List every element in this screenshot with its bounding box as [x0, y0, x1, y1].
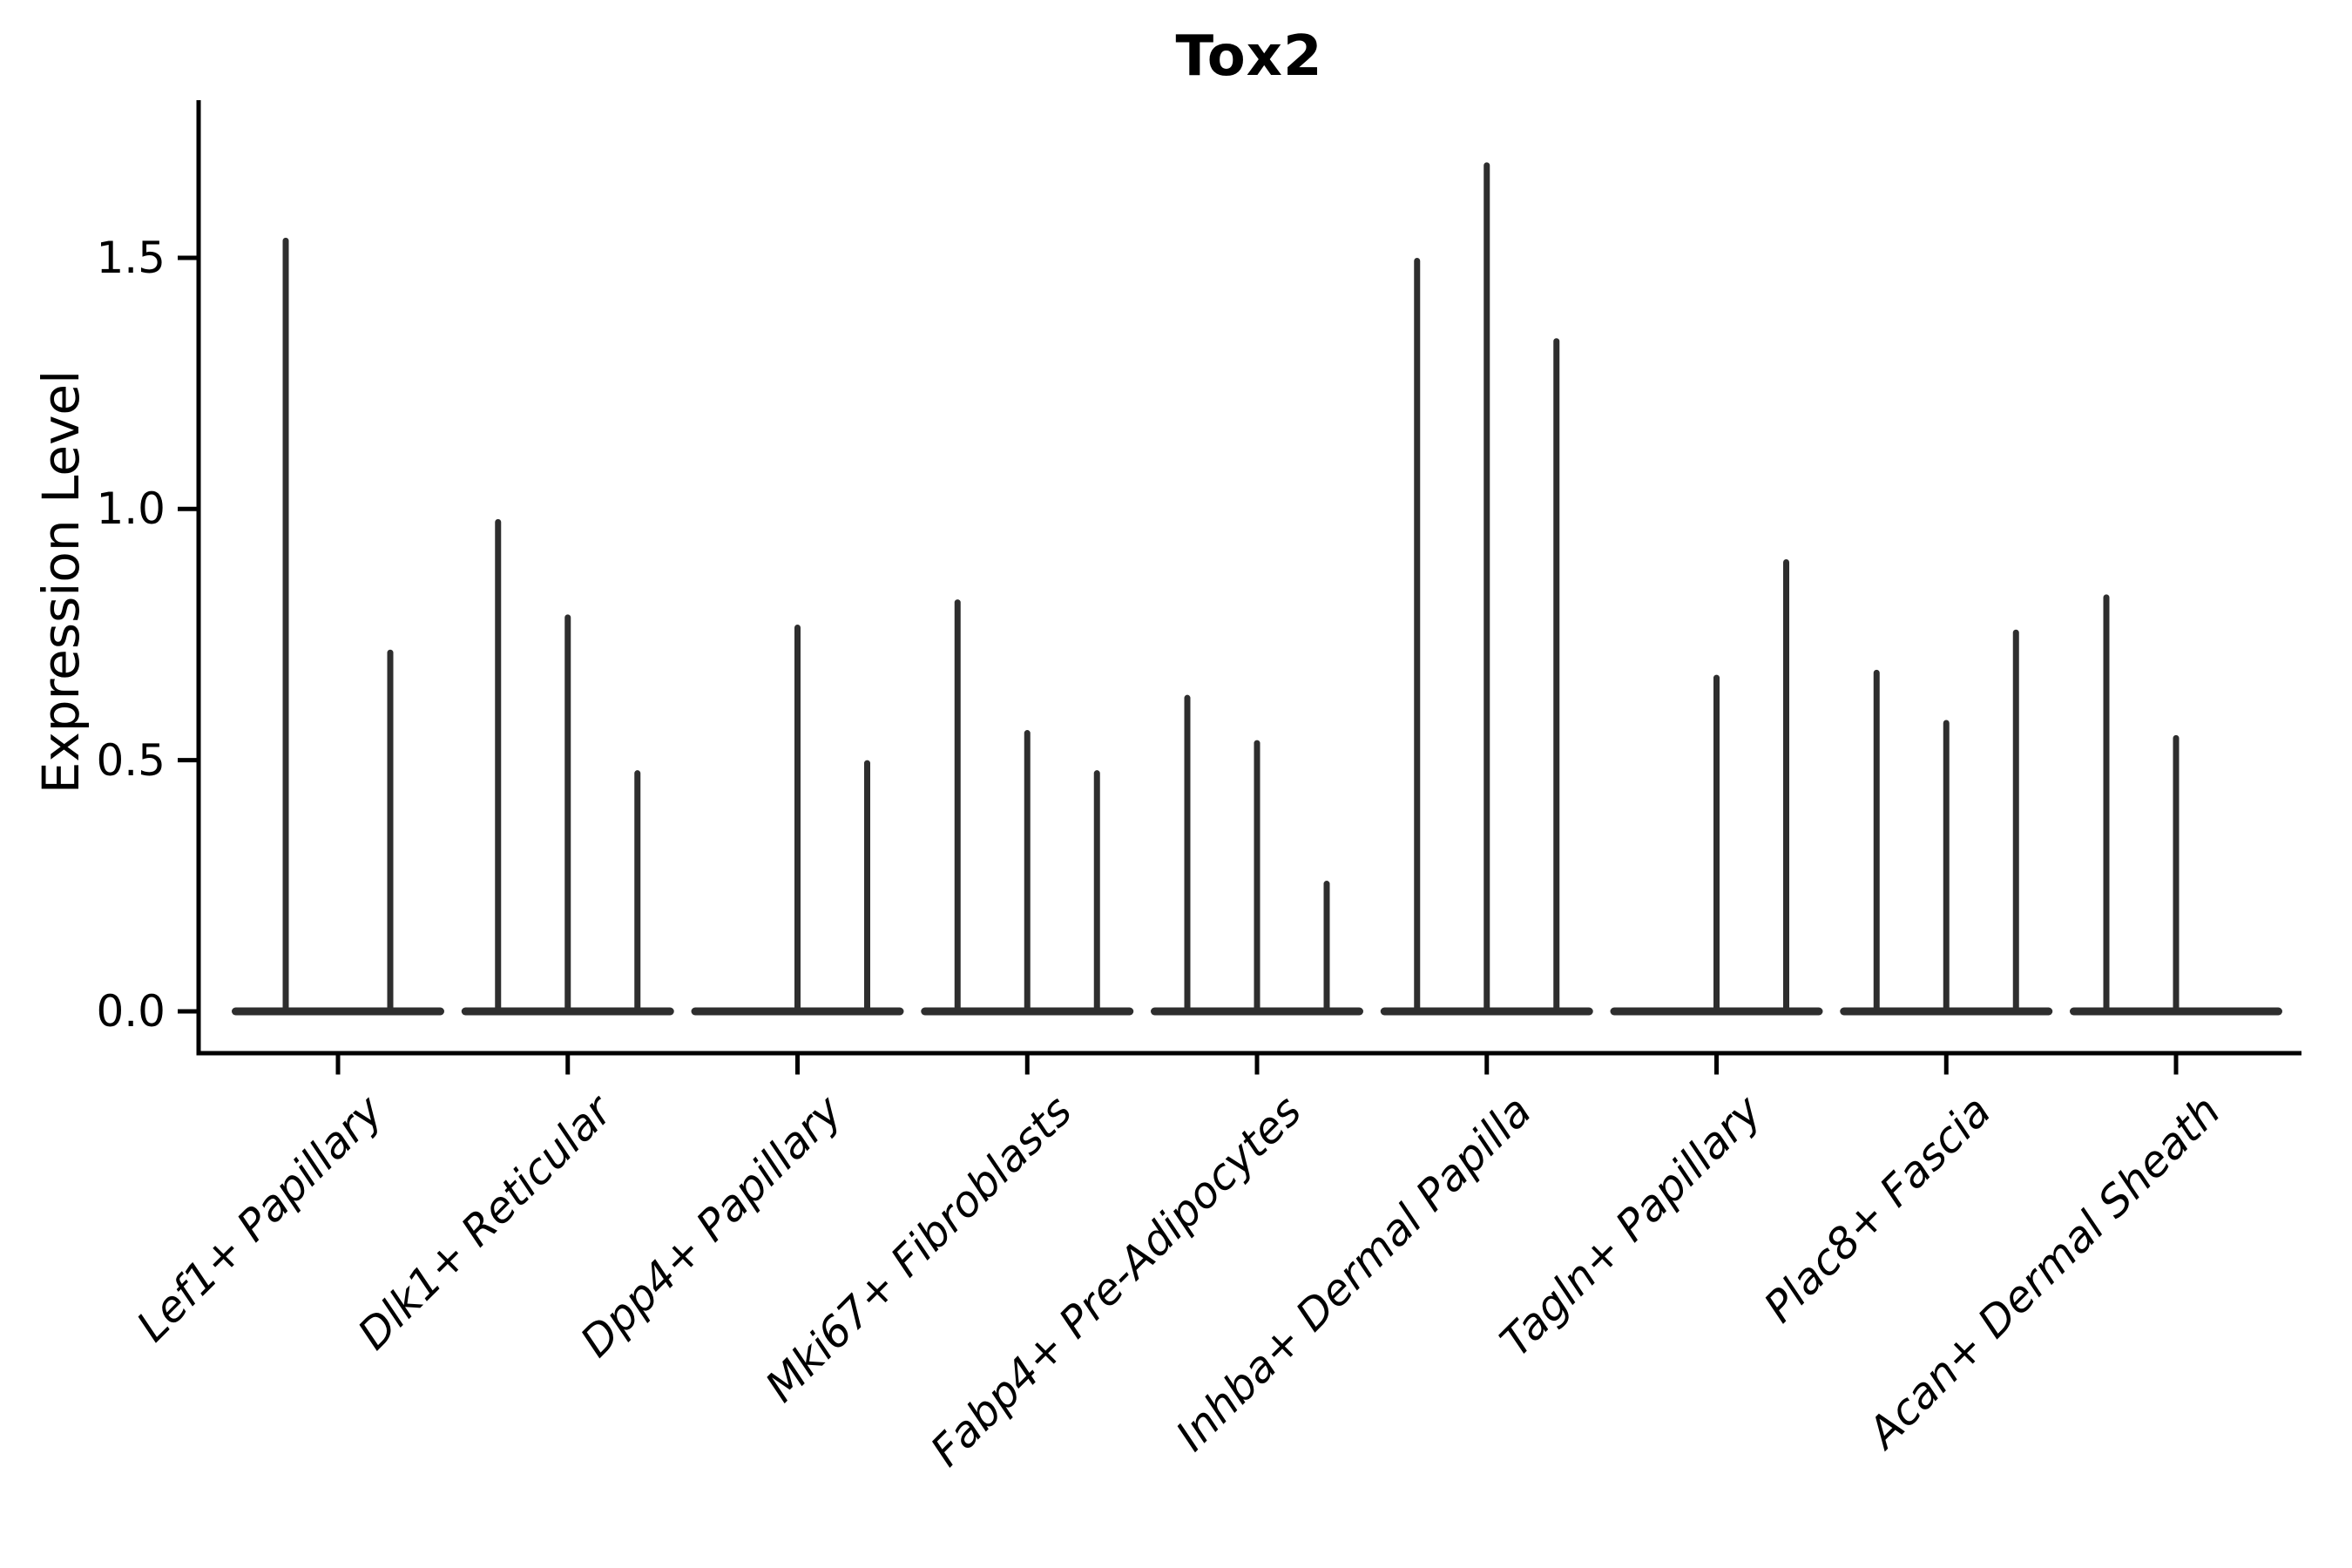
violin-spike [2103, 594, 2110, 1011]
violin-spike [1184, 694, 1191, 1011]
violin-baseline [232, 1007, 444, 1016]
violin-spike [1254, 740, 1260, 1011]
violin-spike [282, 237, 289, 1012]
y-tick-label: 1.5 [96, 232, 166, 283]
violin-spike [864, 760, 870, 1011]
violin-spike [1553, 338, 1560, 1011]
y-tick-label: 0.0 [96, 986, 166, 1037]
y-tick-label: 0.5 [96, 734, 166, 786]
violin-spike [1783, 558, 1789, 1011]
y-tick-label: 1.0 [96, 483, 166, 535]
violin-spike [495, 518, 502, 1011]
violin-spike [564, 614, 571, 1011]
violin-spike [2173, 734, 2180, 1011]
violin-spike [634, 770, 641, 1011]
violin-spike [387, 649, 394, 1011]
violin-spike [1873, 669, 1880, 1011]
violin-spike [1713, 674, 1720, 1011]
violin-spike [954, 599, 961, 1011]
violin-spike [794, 624, 801, 1011]
violin-spike [1093, 770, 1100, 1011]
violin-spike [1484, 162, 1490, 1011]
violin-spike [1414, 257, 1421, 1011]
chart-title: Tox2 [1175, 24, 1323, 89]
violin-spike [1024, 730, 1031, 1011]
violin-spike [1943, 720, 1950, 1011]
violin-spike [2012, 629, 2019, 1011]
violin-spike [1323, 881, 1330, 1011]
